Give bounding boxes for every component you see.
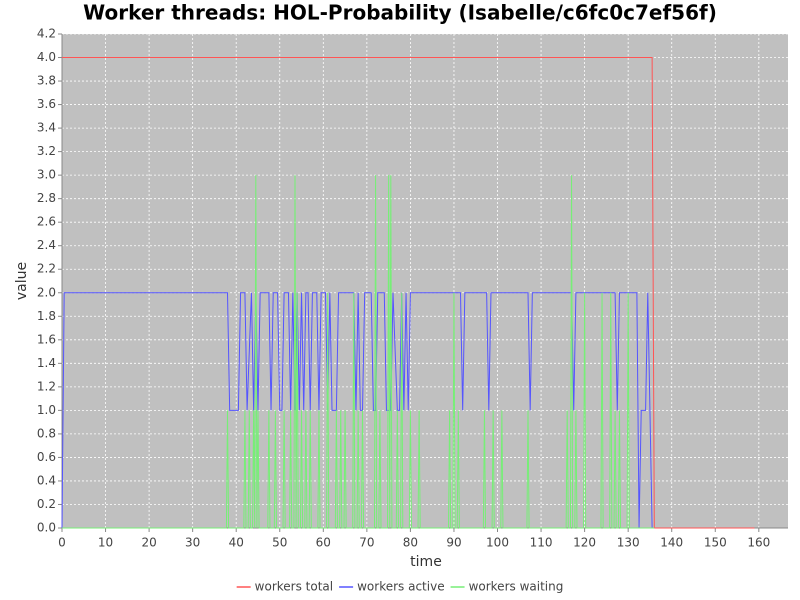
y-tick-label: 3.6 (37, 97, 56, 111)
x-tick-label: 140 (660, 536, 683, 550)
x-tick-label: 100 (486, 536, 509, 550)
y-tick-label: 2.4 (37, 238, 56, 252)
x-axis-label: time (410, 554, 442, 570)
y-tick-label: 2.2 (37, 262, 56, 276)
legend-label: workers active (357, 580, 444, 594)
x-tick-label: 90 (446, 536, 461, 550)
x-tick-label: 70 (359, 536, 374, 550)
y-tick-label: 4.2 (37, 27, 56, 41)
legend-label: workers total (255, 580, 333, 594)
x-tick-label: 130 (617, 536, 640, 550)
series-line (61, 292, 653, 529)
y-tick-label: 1.8 (37, 309, 56, 323)
x-tick-label: 0 (58, 536, 66, 550)
x-tick-label: 30 (185, 536, 200, 550)
x-tick-label: 150 (704, 536, 727, 550)
y-tick-label: 0.6 (37, 450, 56, 464)
x-tick-label: 110 (530, 536, 553, 550)
y-tick-label: 3.0 (37, 168, 56, 182)
y-tick-label: 2.8 (37, 191, 56, 205)
y-tick-label: 3.4 (37, 121, 56, 135)
y-tick-label: 2.0 (37, 285, 56, 299)
x-tick-label: 50 (272, 536, 287, 550)
y-tick-label: 0.8 (37, 426, 56, 440)
chart-title: Worker threads: HOL-Probability (Isabell… (83, 1, 717, 25)
y-tick-label: 0.0 (37, 521, 56, 535)
y-tick-label: 1.4 (37, 356, 56, 370)
x-tick-label: 160 (747, 536, 770, 550)
plot-background (62, 34, 788, 528)
x-tick-label: 20 (141, 536, 156, 550)
y-tick-label: 0.2 (37, 497, 56, 511)
legend-label: workers waiting (469, 580, 564, 594)
x-tick-label: 10 (98, 536, 113, 550)
series-line (62, 57, 755, 529)
legend: workers total workers active workers waiti… (236, 580, 564, 594)
y-tick-label: 4.0 (37, 50, 56, 64)
series-line (62, 175, 655, 529)
x-tick-label: 60 (316, 536, 331, 550)
x-tick-label: 120 (573, 536, 596, 550)
x-tick-label: 80 (403, 536, 418, 550)
x-tick-label: 40 (229, 536, 244, 550)
y-tick-label: 1.2 (37, 379, 56, 393)
y-tick-label: 1.6 (37, 332, 56, 346)
y-tick-label: 2.6 (37, 215, 56, 229)
y-tick-label: 3.8 (37, 74, 56, 88)
y-tick-label: 0.4 (37, 473, 56, 487)
y-tick-label: 3.2 (37, 144, 56, 158)
y-tick-label: 1.0 (37, 403, 56, 417)
y-axis-label: value (14, 262, 30, 300)
